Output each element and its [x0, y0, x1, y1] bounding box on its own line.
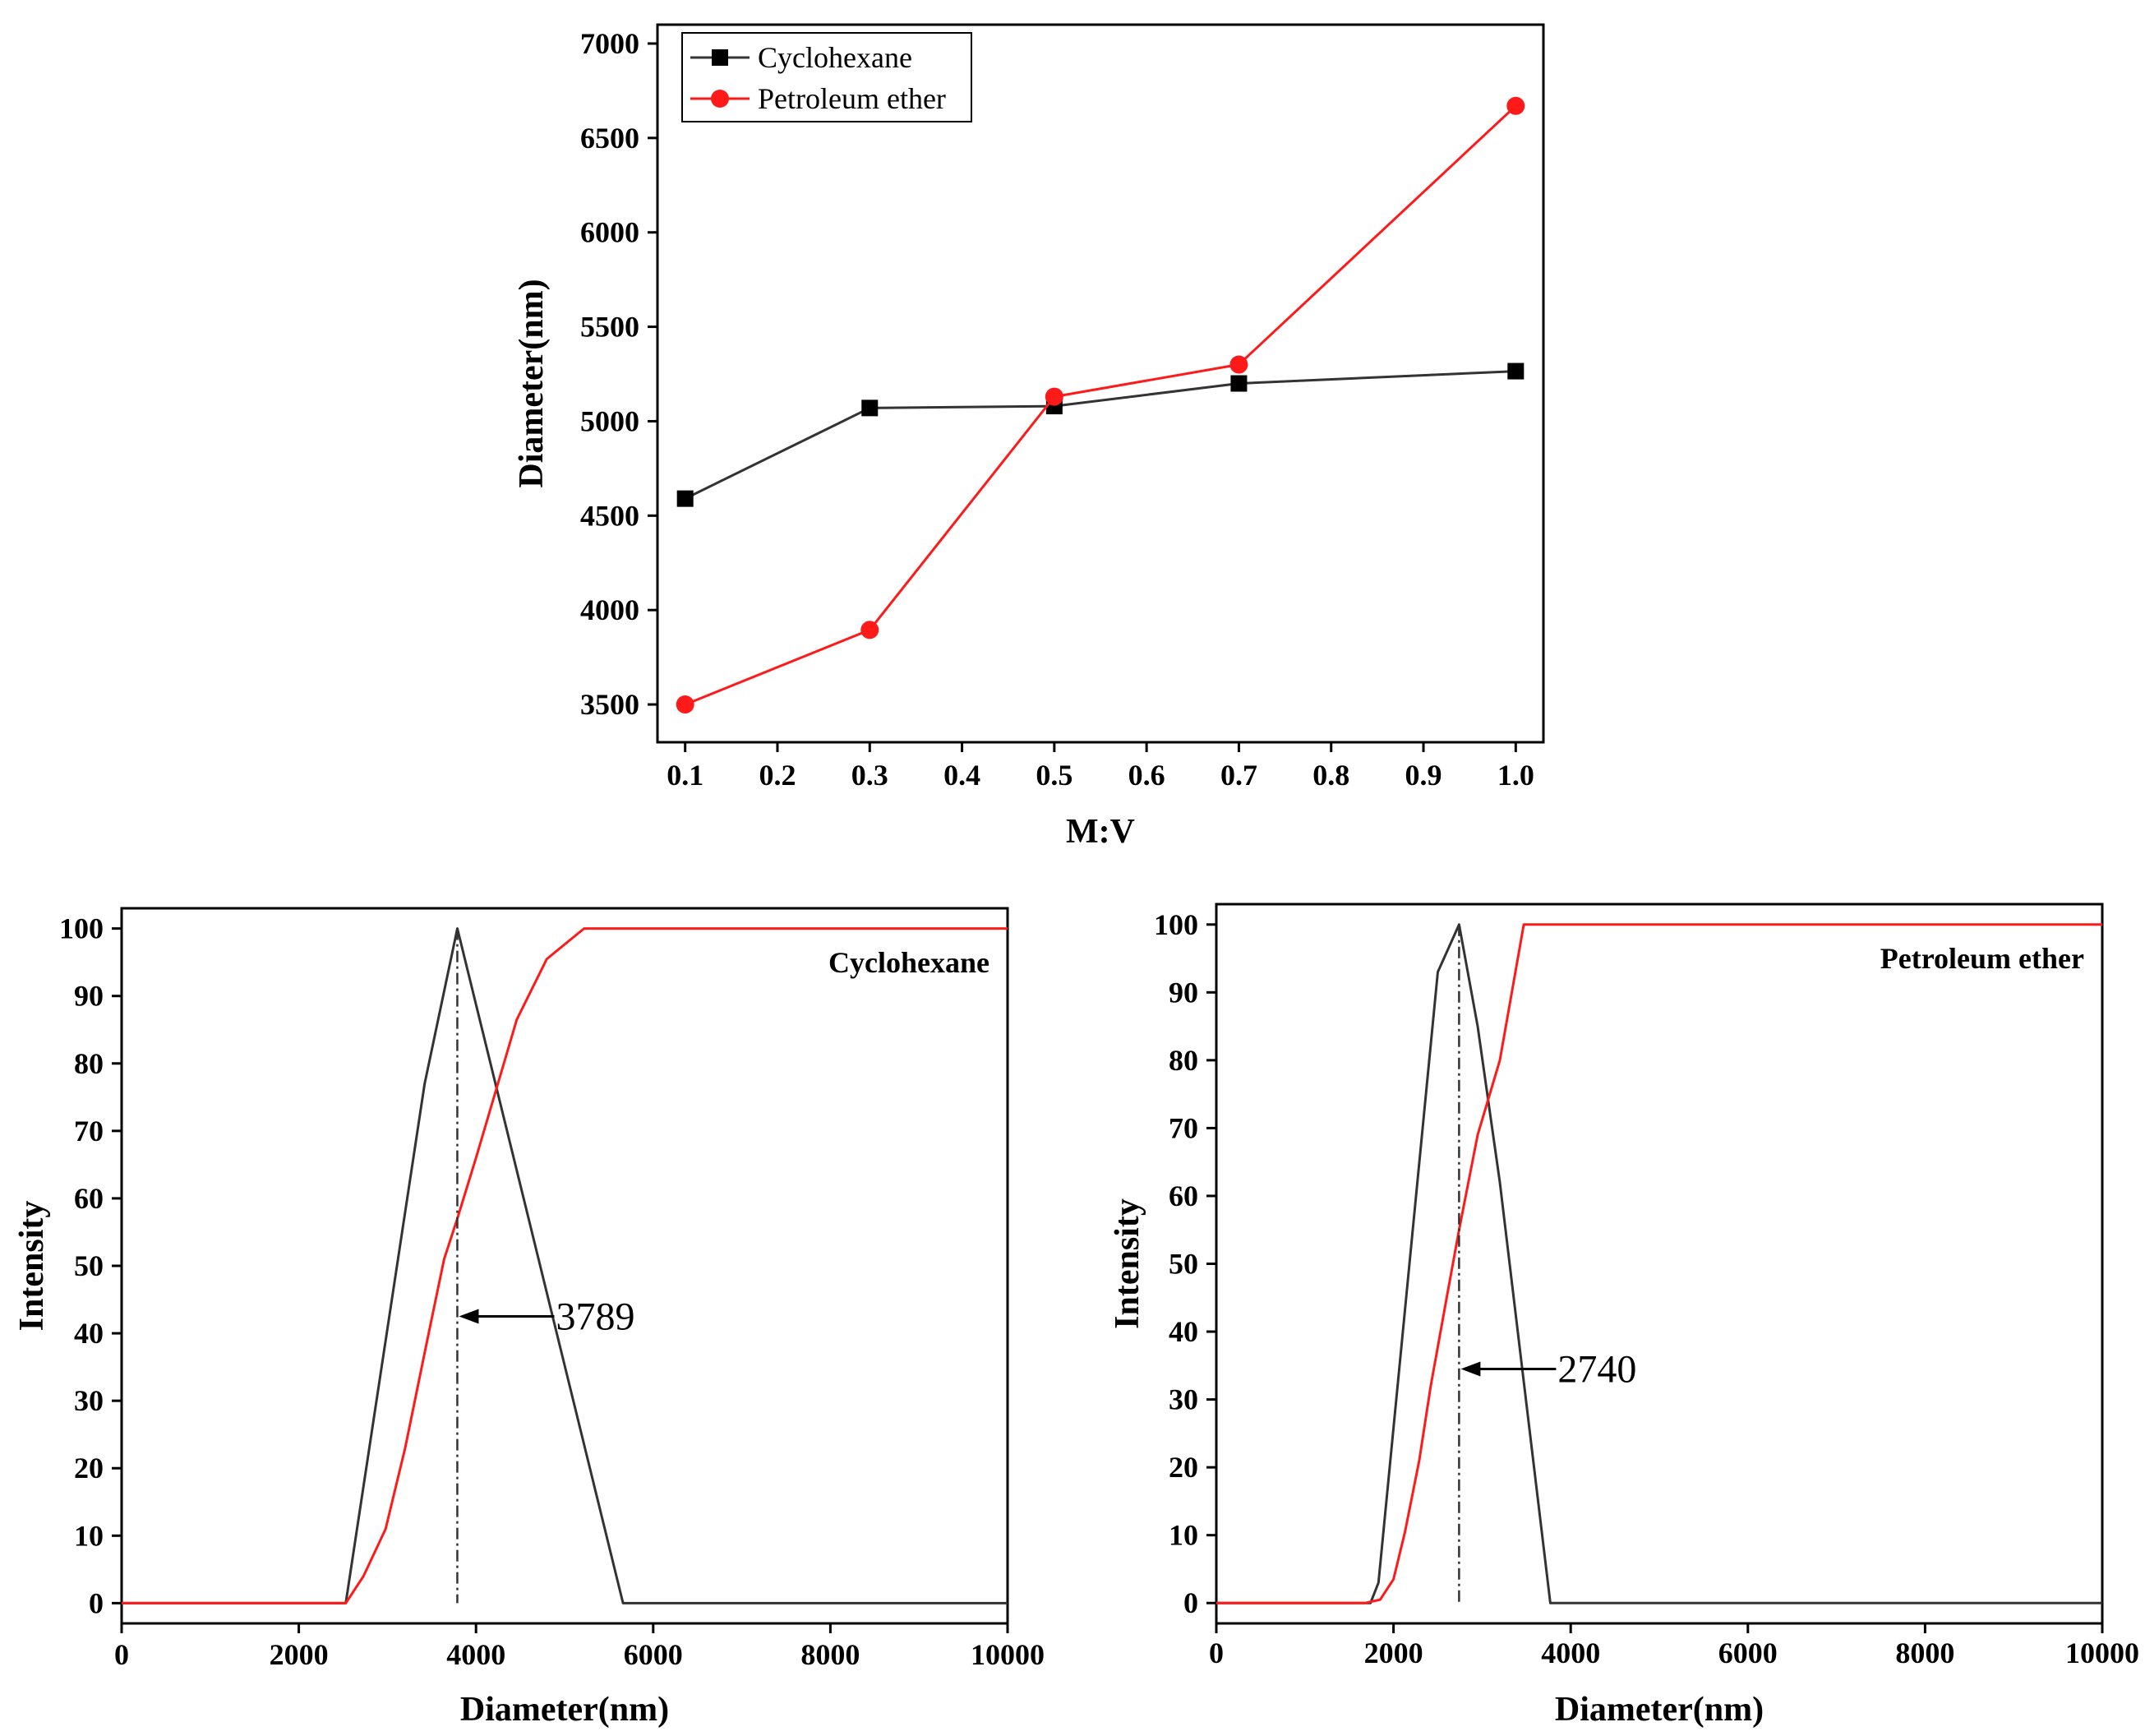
- annotation-arrowhead: [1460, 1361, 1481, 1377]
- y-tick-label: 3500: [580, 688, 639, 721]
- y-tick-label: 90: [74, 980, 104, 1013]
- y-tick-label: 100: [1154, 908, 1198, 941]
- y-tick-label: 40: [1169, 1315, 1198, 1348]
- data-point-circle: [1506, 96, 1525, 115]
- y-tick-label: 60: [1169, 1180, 1198, 1212]
- y-tick-label: 90: [1169, 976, 1198, 1009]
- y-axis-title: Intensity: [1109, 1198, 1146, 1329]
- x-tick-label: 0.2: [759, 759, 796, 792]
- y-tick-label: 0: [1183, 1586, 1198, 1619]
- x-tick-label: 8000: [800, 1638, 860, 1671]
- plot-frame: [656, 23, 1545, 744]
- x-tick-label: 0: [114, 1638, 129, 1671]
- y-tick-label: 40: [74, 1317, 104, 1350]
- x-tick-label: 1.0: [1497, 759, 1534, 792]
- legend-box: [681, 32, 972, 122]
- x-tick-label: 0.9: [1405, 759, 1442, 792]
- y-axis-title: Intensity: [13, 1201, 51, 1332]
- annotation-label: 2740: [1557, 1347, 1636, 1391]
- panel-label: Cyclohexane: [828, 946, 989, 979]
- x-tick-label: 0.7: [1220, 759, 1257, 792]
- x-tick-label: 2000: [270, 1638, 329, 1671]
- x-tick-label: 8000: [1895, 1637, 1954, 1669]
- y-tick-label: 10: [1169, 1519, 1198, 1552]
- y-tick-label: 4500: [580, 499, 639, 532]
- y-tick-label: 6000: [580, 216, 639, 249]
- y-tick-label: 30: [74, 1384, 104, 1417]
- x-axis-title: Diameter(nm): [460, 1691, 669, 1729]
- y-tick-label: 70: [74, 1115, 104, 1147]
- data-point-square: [1507, 362, 1525, 380]
- series-line-distribution: [1216, 923, 2102, 1604]
- annotation-arrowhead: [459, 1309, 479, 1324]
- y-tick-label: 5500: [580, 311, 639, 344]
- y-tick-label: 100: [59, 912, 104, 945]
- legend-label: Cyclohexane: [758, 41, 912, 74]
- x-tick-label: 0.3: [851, 759, 888, 792]
- x-tick-label: 0.5: [1036, 759, 1072, 792]
- series-line-distribution: [122, 927, 1008, 1604]
- legend-marker-square: [712, 49, 728, 66]
- y-tick-label: 10: [74, 1519, 104, 1552]
- x-tick-label: 6000: [1718, 1637, 1778, 1669]
- data-point-circle: [676, 695, 694, 714]
- x-tick-label: 2000: [1364, 1637, 1423, 1669]
- x-tick-label: 4000: [446, 1638, 505, 1671]
- y-tick-label: 70: [1169, 1111, 1198, 1144]
- series-line-cyclohexane: [685, 370, 1516, 500]
- x-axis-title: Diameter(nm): [1555, 1691, 1764, 1729]
- data-point-circle: [860, 621, 879, 639]
- legend-label: Petroleum ether: [758, 82, 946, 115]
- data-point-square: [676, 490, 694, 507]
- x-tick-label: 10000: [2065, 1637, 2139, 1669]
- series-line-cumulative: [122, 927, 1008, 1604]
- x-axis-title: M:V: [1066, 813, 1135, 851]
- x-tick-label: 0.6: [1128, 759, 1165, 792]
- y-tick-label: 20: [1169, 1451, 1198, 1484]
- series-line-petroleum-ether: [685, 104, 1517, 706]
- x-tick-label: 0.1: [667, 759, 703, 792]
- data-point-square: [861, 399, 879, 417]
- y-tick-label: 5000: [580, 404, 639, 437]
- chart-panel-3: 0 2000 4000 6000 8000 10000 0 10 20 30 40 50 60 70 80 9…: [1109, 903, 2139, 1729]
- data-point-circle: [1229, 355, 1248, 374]
- y-tick-label: 7000: [580, 27, 639, 60]
- legend-marker-circle: [711, 90, 729, 108]
- annotation-label: 3789: [556, 1295, 634, 1339]
- legend: Cyclohexane Petroleum ether: [681, 32, 972, 122]
- y-tick-label: 4000: [580, 593, 639, 626]
- panel-label: Petroleum ether: [1880, 942, 2084, 975]
- plot-frame: [120, 907, 1009, 1625]
- data-point-circle: [1045, 387, 1063, 406]
- y-tick-label: 80: [1169, 1044, 1198, 1077]
- y-tick-label: 6500: [580, 122, 639, 155]
- x-tick-label: 0: [1209, 1637, 1224, 1669]
- plot-frame: [1215, 903, 2104, 1625]
- y-tick-label: 80: [74, 1047, 104, 1080]
- x-tick-label: 6000: [624, 1638, 683, 1671]
- y-tick-label: 20: [74, 1452, 104, 1484]
- x-tick-label: 0.8: [1312, 759, 1349, 792]
- y-axis-title: Diameter(nm): [513, 279, 551, 487]
- chart-panel-1: 0.1 0.2 0.3 0.4 0.5 0.6 0.7 0.8 0.9 1.0 3500 4000 45…: [513, 23, 1545, 851]
- y-tick-label: 50: [74, 1249, 104, 1282]
- y-tick-label: 30: [1169, 1383, 1198, 1416]
- y-tick-label: 60: [74, 1182, 104, 1215]
- x-tick-label: 4000: [1541, 1637, 1600, 1669]
- series-line-cumulative: [1216, 923, 2102, 1604]
- y-tick-label: 0: [89, 1586, 104, 1619]
- y-tick-label: 50: [1169, 1248, 1198, 1281]
- x-tick-label: 0.4: [943, 759, 980, 792]
- data-point-square: [1230, 375, 1248, 392]
- chart-panel-2: 0 2000 4000 6000 8000 10000 0 10 20 30 40 50 60 70 80 9…: [13, 907, 1045, 1729]
- x-tick-label: 10000: [971, 1638, 1045, 1671]
